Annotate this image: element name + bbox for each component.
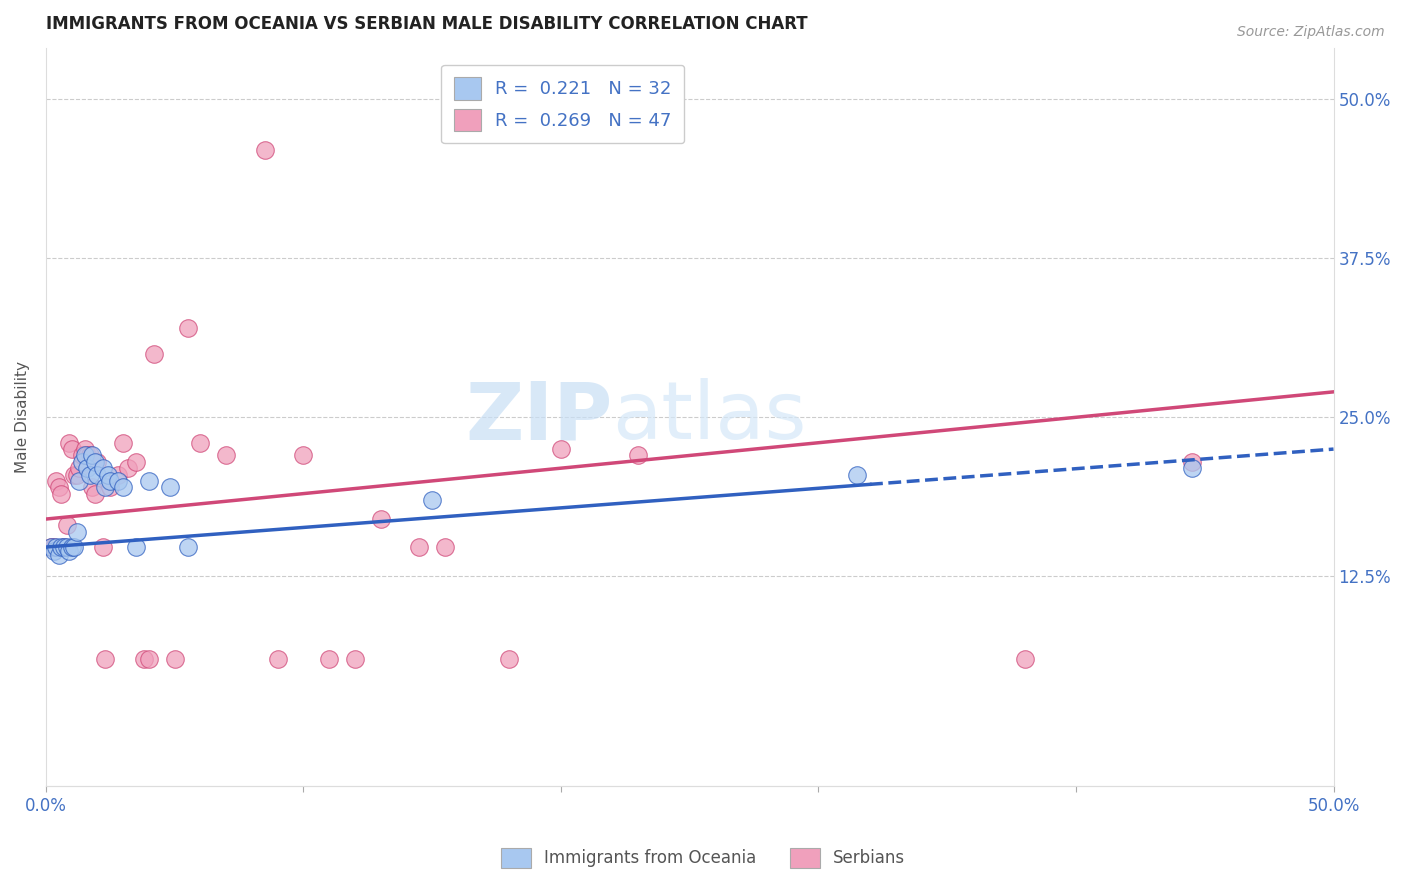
Point bbox=[176, 540, 198, 554]
Point bbox=[370, 512, 392, 526]
Point bbox=[76, 461, 98, 475]
Point bbox=[253, 143, 276, 157]
Point bbox=[48, 480, 70, 494]
Point bbox=[39, 540, 62, 554]
Legend: R =  0.221   N = 32, R =  0.269   N = 47: R = 0.221 N = 32, R = 0.269 N = 47 bbox=[441, 65, 685, 144]
Point bbox=[83, 486, 105, 500]
Point bbox=[82, 449, 104, 463]
Point bbox=[79, 449, 101, 463]
Point bbox=[107, 467, 129, 482]
Point bbox=[58, 544, 80, 558]
Point bbox=[318, 652, 340, 666]
Point bbox=[48, 548, 70, 562]
Point bbox=[98, 474, 121, 488]
Point bbox=[42, 540, 65, 554]
Text: IMMIGRANTS FROM OCEANIA VS SERBIAN MALE DISABILITY CORRELATION CHART: IMMIGRANTS FROM OCEANIA VS SERBIAN MALE … bbox=[46, 15, 807, 33]
Point bbox=[55, 540, 77, 554]
Point bbox=[97, 467, 120, 482]
Point bbox=[1014, 652, 1036, 666]
Point bbox=[60, 540, 83, 554]
Point bbox=[267, 652, 290, 666]
Point bbox=[70, 449, 93, 463]
Point bbox=[79, 467, 101, 482]
Text: Source: ZipAtlas.com: Source: ZipAtlas.com bbox=[1237, 25, 1385, 39]
Point bbox=[91, 461, 114, 475]
Point bbox=[420, 493, 443, 508]
Point bbox=[846, 467, 869, 482]
Point bbox=[176, 321, 198, 335]
Point bbox=[125, 455, 148, 469]
Point bbox=[143, 347, 166, 361]
Point bbox=[83, 455, 105, 469]
Point bbox=[66, 524, 89, 539]
Point bbox=[343, 652, 366, 666]
Point bbox=[63, 540, 86, 554]
Point bbox=[70, 455, 93, 469]
Point bbox=[117, 461, 139, 475]
Point bbox=[69, 461, 91, 475]
Point bbox=[159, 480, 181, 494]
Point bbox=[53, 540, 76, 554]
Point bbox=[138, 652, 160, 666]
Point bbox=[125, 540, 148, 554]
Point bbox=[112, 480, 135, 494]
Point bbox=[42, 544, 65, 558]
Point bbox=[51, 540, 73, 554]
Point bbox=[86, 455, 108, 469]
Point bbox=[39, 540, 62, 554]
Point bbox=[94, 480, 117, 494]
Text: atlas: atlas bbox=[613, 378, 807, 457]
Point bbox=[408, 540, 430, 554]
Point bbox=[94, 652, 117, 666]
Point bbox=[292, 449, 315, 463]
Point bbox=[53, 540, 76, 554]
Y-axis label: Male Disability: Male Disability bbox=[15, 361, 30, 474]
Point bbox=[45, 474, 67, 488]
Point bbox=[82, 480, 104, 494]
Point bbox=[91, 540, 114, 554]
Point bbox=[215, 449, 238, 463]
Point bbox=[69, 474, 91, 488]
Text: ZIP: ZIP bbox=[465, 378, 613, 457]
Point bbox=[138, 474, 160, 488]
Point bbox=[190, 435, 212, 450]
Point bbox=[163, 652, 186, 666]
Point bbox=[66, 467, 89, 482]
Point bbox=[86, 467, 108, 482]
Point bbox=[107, 474, 129, 488]
Point bbox=[60, 442, 83, 456]
Point bbox=[627, 449, 650, 463]
Point bbox=[73, 442, 96, 456]
Point bbox=[132, 652, 155, 666]
Point bbox=[1181, 455, 1204, 469]
Point bbox=[63, 467, 86, 482]
Legend: Immigrants from Oceania, Serbians: Immigrants from Oceania, Serbians bbox=[494, 841, 912, 875]
Point bbox=[58, 435, 80, 450]
Point bbox=[98, 480, 121, 494]
Point bbox=[550, 442, 572, 456]
Point bbox=[45, 540, 67, 554]
Point bbox=[498, 652, 520, 666]
Point bbox=[55, 518, 77, 533]
Point bbox=[73, 449, 96, 463]
Point bbox=[51, 486, 73, 500]
Point bbox=[112, 435, 135, 450]
Point bbox=[76, 449, 98, 463]
Point bbox=[434, 540, 457, 554]
Point bbox=[1181, 461, 1204, 475]
